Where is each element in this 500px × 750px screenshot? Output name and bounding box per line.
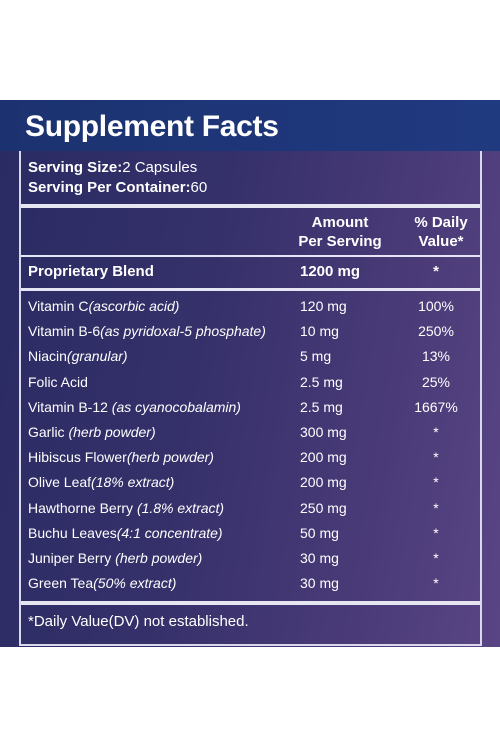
ingredient-daily-value: *	[433, 449, 439, 466]
ingredient-daily-value: 100%	[418, 298, 454, 314]
ingredient-daily-value: *	[433, 474, 439, 491]
ingredient-amount: 30 mg	[300, 550, 339, 566]
ingredient-row: Juniper Berry (herb powder) 30 mg *	[21, 547, 480, 571]
daily-value-column-header: % Daily Value*	[403, 213, 479, 251]
ingredient-daily-value: *	[433, 524, 439, 541]
ingredient-name: Vitamin B-6(as pyridoxal-5 phosphate)	[28, 323, 266, 339]
ingredient-row: Vitamin C(ascorbic acid) 120 mg 100%	[21, 295, 480, 319]
ingredient-name: Vitamin C(ascorbic acid)	[28, 298, 179, 314]
ingredient-row: Niacin(granular) 5 mg 13%	[21, 345, 480, 369]
amount-column-header: Amount Per Serving	[280, 213, 400, 251]
ingredient-name-text: Folic Acid	[28, 373, 88, 390]
dv-header-line2: Value*	[418, 233, 464, 250]
ingredient-name: Niacin(granular)	[28, 348, 128, 364]
ingredient-name: Buchu Leaves(4:1 concentrate)	[28, 525, 223, 541]
ingredient-note: (ascorbic acid)	[88, 298, 180, 314]
ingredient-amount: 10 mg	[300, 323, 339, 340]
ingredient-amount: 2.5 mg	[300, 373, 343, 390]
ingredient-name-text: Hibiscus Flower	[28, 449, 127, 466]
ingredient-daily-value: 25%	[421, 373, 451, 390]
ingredient-name-text: Niacin	[28, 348, 67, 365]
ingredient-name: Hawthorne Berry (1.8% extract)	[28, 500, 224, 516]
ingredient-amount: 200 mg	[300, 449, 347, 466]
ingredient-amount: 30 mg	[300, 575, 339, 592]
servings-per-container-label: Serving Per Container:	[28, 179, 191, 196]
ingredient-name: Olive Leaf(18% extract)	[28, 474, 174, 490]
ingredient-row: Vitamin B-12 (as cyanocobalamin) 2.5 mg 16…	[21, 396, 480, 420]
thick-divider-top	[21, 204, 480, 208]
ingredient-row: Hawthorne Berry (1.8% extract) 250 mg *	[21, 497, 480, 521]
ingredient-daily-value: 13%	[421, 348, 451, 365]
serving-size-label: Serving Size:	[28, 159, 123, 176]
title-bar: Supplement Facts	[0, 100, 500, 151]
ingredient-note: (as cyanocobalamin)	[111, 398, 241, 415]
ingredient-name-text: Olive Leaf	[28, 474, 92, 491]
ingredient-amount: 300 mg	[300, 424, 347, 440]
ingredient-daily-value: *	[433, 424, 439, 440]
ingredient-name-text: Garlic	[28, 424, 69, 440]
ingredient-note: (50% extract)	[93, 575, 177, 592]
servings-per-container-value: 60	[190, 179, 208, 196]
ingredient-amount: 200 mg	[300, 474, 347, 491]
ingredient-note: (herb powder)	[115, 550, 203, 566]
ingredient-name-text: Juniper Berry	[28, 550, 116, 566]
ingredient-name: Folic Acid	[28, 374, 88, 390]
ingredient-name: Hibiscus Flower(herb powder)	[28, 449, 214, 465]
ingredient-daily-value: *	[433, 499, 439, 516]
amount-header-line2: Per Serving	[298, 233, 382, 250]
ingredient-amount: 250 mg	[300, 499, 347, 516]
ingredient-name-text: Green Tea	[28, 575, 94, 592]
ingredient-row: Garlic (herb powder) 300 mg *	[21, 421, 480, 445]
ingredient-note: (1.8% extract)	[136, 499, 225, 516]
ingredient-name-text: Vitamin B-12	[28, 398, 112, 415]
facts-box: Serving Size:2 Capsules Serving Per Cont…	[19, 151, 482, 646]
ingredient-name: Green Tea(50% extract)	[28, 575, 176, 591]
ingredient-name-text: Hawthorne Berry	[28, 499, 137, 516]
proprietary-blend-row: Proprietary Blend 1200 mg *	[21, 260, 480, 284]
ingredient-row: Green Tea(50% extract) 30 mg *	[21, 572, 480, 596]
divider-header	[21, 255, 480, 257]
serving-size-value: 2 Capsules	[122, 159, 198, 176]
amount-header-line1: Amount	[311, 214, 369, 231]
blend-amount: 1200 mg	[300, 263, 361, 280]
ingredient-name-text: Vitamin B-6	[28, 323, 101, 340]
ingredient-name-text: Vitamin C	[28, 298, 89, 314]
ingredient-note: (4:1 concentrate)	[116, 524, 223, 541]
ingredient-name: Garlic (herb powder)	[28, 424, 156, 440]
ingredient-note: (herb powder)	[68, 424, 156, 440]
ingredient-note: (herb powder)	[126, 449, 214, 466]
ingredient-row: Olive Leaf(18% extract) 200 mg *	[21, 471, 480, 495]
ingredient-note: (18% extract)	[91, 474, 175, 491]
footnote: *Daily Value(DV) not established.	[28, 613, 249, 630]
divider-blend	[21, 288, 480, 291]
ingredient-daily-value: *	[433, 575, 439, 592]
dv-header-line1: % Daily	[414, 214, 468, 231]
blend-name: Proprietary Blend	[28, 263, 154, 280]
supplement-facts-panel: Supplement Facts Serving Size:2 Capsules…	[0, 100, 500, 647]
ingredient-row: Vitamin B-6(as pyridoxal-5 phosphate) 10 …	[21, 320, 480, 344]
ingredient-daily-value: 250%	[418, 323, 454, 340]
blend-dv: *	[433, 263, 439, 280]
thick-divider-bottom	[21, 601, 480, 605]
ingredient-amount: 2.5 mg	[300, 398, 343, 415]
ingredient-name-text: Buchu Leaves	[28, 524, 117, 541]
ingredient-name: Vitamin B-12 (as cyanocobalamin)	[28, 399, 241, 415]
ingredient-row: Hibiscus Flower(herb powder) 200 mg *	[21, 446, 480, 470]
servings-per-container: Serving Per Container:60	[28, 179, 207, 196]
ingredient-daily-value: *	[433, 550, 439, 566]
ingredient-row: Folic Acid 2.5 mg 25%	[21, 371, 480, 395]
ingredient-amount: 120 mg	[300, 298, 347, 314]
ingredient-amount: 5 mg	[300, 348, 332, 365]
ingredient-note: (granular)	[66, 348, 128, 365]
serving-size: Serving Size:2 Capsules	[28, 159, 197, 176]
ingredient-note: (as pyridoxal-5 phosphate)	[100, 323, 266, 340]
panel-title: Supplement Facts	[25, 110, 279, 143]
ingredient-daily-value: 1667%	[414, 398, 458, 415]
ingredient-name: Juniper Berry (herb powder)	[28, 550, 202, 566]
ingredient-row: Buchu Leaves(4:1 concentrate) 50 mg *	[21, 522, 480, 546]
ingredient-amount: 50 mg	[300, 524, 339, 541]
